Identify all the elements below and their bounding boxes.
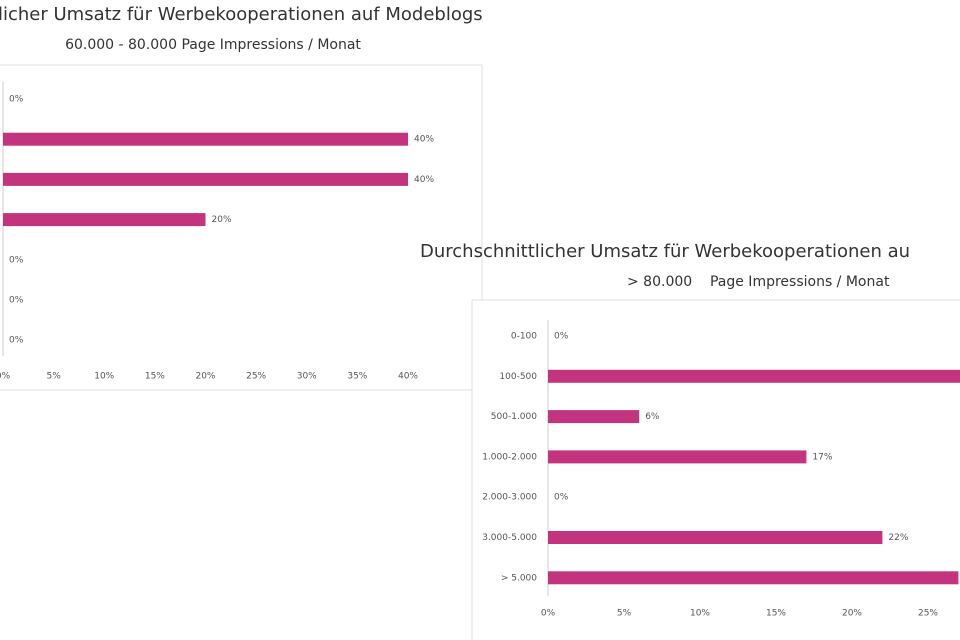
y-tick-label: 2.000-3.000	[482, 493, 537, 503]
x-tick-label: 5%	[46, 372, 61, 382]
bar	[548, 531, 883, 544]
x-tick-label: 0%	[0, 372, 11, 382]
data-label: 0%	[9, 95, 24, 105]
x-tick-label: 0%	[541, 609, 556, 619]
x-tick-label: 40%	[398, 372, 418, 382]
bar	[3, 132, 408, 146]
chart-subtitle: > 80.000 Page Impressions / Monat	[627, 274, 890, 290]
data-label: 40%	[414, 135, 434, 145]
x-tick-label: 10%	[94, 372, 114, 382]
data-label: 22%	[888, 533, 908, 543]
x-tick-label: 15%	[766, 609, 786, 619]
x-tick-label: 15%	[145, 372, 165, 382]
y-tick-label: 500-1.000	[491, 412, 537, 422]
y-tick-label: 100-500	[499, 372, 537, 382]
data-label: 6%	[645, 412, 660, 422]
x-tick-label: 5%	[617, 609, 632, 619]
data-label: 0%	[9, 296, 24, 306]
data-label: 40%	[414, 175, 434, 185]
x-tick-label: 30%	[297, 372, 317, 382]
data-label: 0%	[554, 493, 569, 503]
x-tick-label: 35%	[347, 372, 367, 382]
x-tick-label: 25%	[246, 372, 266, 382]
chart-title: Durchschnittlicher Umsatz für Werbekoope…	[420, 241, 910, 262]
x-tick-label: 10%	[690, 609, 710, 619]
bar	[548, 369, 960, 383]
chart-subtitle: 60.000 - 80.000 Page Impressions / Monat	[65, 37, 361, 53]
bar	[3, 172, 408, 186]
panel-1	[0, 64, 483, 391]
data-label: 0%	[9, 255, 24, 265]
data-label: 0%	[9, 336, 24, 346]
bar	[548, 450, 807, 464]
y-tick-label: 3.000-5.000	[482, 533, 537, 543]
data-label: 0%	[554, 332, 569, 342]
bar	[3, 213, 206, 227]
x-tick-label: 20%	[195, 372, 215, 382]
x-tick-label: 20%	[842, 609, 862, 619]
panel-2	[471, 299, 960, 640]
x-tick-label: 25%	[918, 609, 938, 619]
bar	[548, 571, 959, 585]
bar	[548, 410, 640, 424]
data-label: 17%	[812, 452, 832, 462]
data-label: 20%	[212, 215, 232, 225]
y-tick-label: 1.000-2.000	[482, 452, 537, 462]
y-tick-label: > 5.000	[501, 573, 537, 583]
chart-title: licher Umsatz für Werbekooperationen auf…	[0, 4, 483, 25]
y-tick-label: 0-100	[511, 332, 537, 342]
